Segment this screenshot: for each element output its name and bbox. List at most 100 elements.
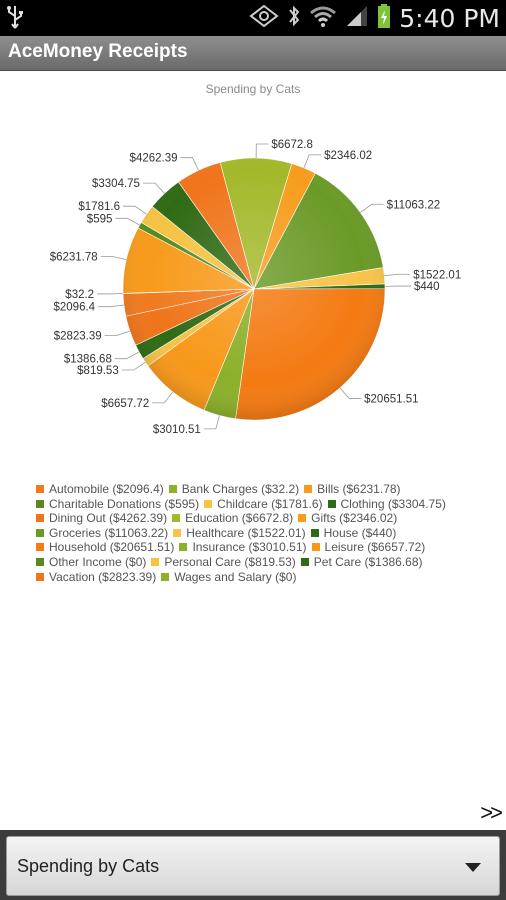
leader-line (180, 157, 199, 171)
legend-item: Healthcare ($1522.01) (173, 526, 306, 540)
legend-item: Education ($6672.8) (172, 511, 293, 525)
slice-value-label: $3304.75 (92, 178, 140, 190)
legend-swatch (298, 514, 307, 523)
legend-item: Pet Care ($1386.68) (300, 555, 423, 569)
slice-value-label: $6231.78 (50, 252, 98, 264)
legend-row: Vacation ($2823.39) Wages and Salary ($0) (36, 570, 496, 585)
legend-swatch (172, 514, 181, 523)
legend-item: Personal Care ($819.53) (151, 554, 296, 569)
leader-line (98, 304, 125, 308)
chart-title: Spending by Cats (205, 82, 301, 96)
leader-line (303, 154, 322, 169)
leader-line (255, 143, 269, 159)
legend-item: Insurance ($3010.51) (179, 540, 307, 555)
app-title: AceMoney Receipts (8, 41, 188, 62)
signal-icon (345, 4, 369, 33)
slice-value-label: $440 (414, 281, 440, 293)
wifi-icon (309, 4, 337, 33)
slice-value-label: $819.53 (77, 365, 119, 377)
pie-chart: $2096.4$32.2 $6231.78 $595$1781.6 $3304.75 $… (50, 139, 462, 436)
slice-value-label: $6672.8 (271, 139, 313, 151)
legend-row: Other Income ($0) Personal Care ($819.53)… (36, 555, 496, 570)
legend-item: Household ($20651.51) (36, 540, 174, 554)
legend-item: House ($440) (310, 525, 397, 540)
leader-line (360, 203, 384, 213)
legend-swatch (304, 485, 313, 493)
leader-line (339, 387, 362, 399)
next-page-button[interactable]: >> (480, 800, 503, 825)
legend-label: Clothing ($3304.75) (340, 496, 446, 511)
legend-swatch (151, 557, 160, 566)
legend-label: Automobile ($2096.4) (49, 482, 164, 496)
legend-item: Clothing ($3304.75) (327, 496, 446, 511)
legend-row: Automobile ($2096.4) Bank Charges ($32.2)… (36, 482, 496, 497)
legend-swatch (179, 543, 188, 552)
leader-line (142, 182, 165, 194)
slice-value-label: $1386.68 (64, 354, 112, 366)
dropdown-arrow-icon (465, 863, 481, 872)
pie-slice-household (235, 288, 386, 421)
leader-line (100, 256, 127, 261)
legend-label: Insurance ($3010.51) (192, 540, 307, 555)
legend-swatch (168, 485, 177, 493)
legend-swatch (36, 499, 44, 508)
slice-value-label: $32.2 (65, 289, 94, 301)
legend-item: Bills ($6231.78) (304, 482, 401, 496)
slice-value-label: $3010.51 (153, 424, 201, 436)
leader-line (384, 273, 411, 277)
nfc-icon (249, 4, 279, 33)
legend-label: House ($440) (323, 525, 397, 540)
slice-value-label: $20651.51 (364, 393, 418, 405)
legend-swatch (311, 543, 320, 552)
legend-label: Wages and Salary ($0) (174, 569, 297, 584)
legend-swatch (36, 543, 44, 552)
legend-label: Bank Charges ($32.2) (181, 482, 300, 496)
legend-swatch (36, 572, 44, 581)
legend-item: Wages and Salary ($0) (161, 570, 296, 584)
status-bar: 5:40 PM (0, 0, 506, 36)
slice-value-label: $4262.39 (130, 153, 178, 165)
legend-item: Gifts ($2346.02) (298, 511, 397, 525)
battery-icon (377, 3, 391, 34)
clock: 5:40 PM (399, 3, 500, 33)
bottom-bar: Spending by Cats (0, 830, 506, 900)
legend-item: Vacation ($2823.39) (36, 570, 156, 584)
leader-line (152, 391, 174, 404)
leader-line (104, 330, 131, 336)
chart-legend: Automobile ($2096.4) Bank Charges ($32.2)… (36, 482, 496, 584)
legend-label: Groceries ($11063.22) (49, 525, 169, 540)
legend-row: Groceries ($11063.22) Healthcare ($1522.0… (36, 526, 496, 541)
legend-swatch (36, 557, 44, 566)
legend-row: Charitable Donations ($595) Childcare ($1… (36, 497, 496, 512)
legend-label: Childcare ($1781.6) (217, 496, 323, 511)
legend-label: Education ($6672.8) (185, 511, 294, 526)
legend-item: Groceries ($11063.22) (36, 526, 168, 540)
usb-icon (6, 4, 24, 35)
legend-swatch (327, 499, 336, 508)
slice-value-label: $595 (87, 213, 113, 225)
legend-swatch (173, 528, 182, 537)
app-title-bar: AceMoney Receipts (0, 36, 506, 71)
legend-label: Dining Out ($4262.39) (49, 511, 168, 526)
leader-line (203, 415, 220, 430)
legend-swatch (36, 514, 44, 523)
legend-label: Other Income ($0) (49, 554, 147, 569)
slice-value-label: $2823.39 (54, 331, 102, 343)
legend-item: Automobile ($2096.4) (36, 482, 164, 496)
legend-label: Personal Care ($819.53) (164, 554, 296, 569)
legend-item: Dining Out ($4262.39) (36, 511, 167, 525)
leader-line (122, 205, 147, 215)
legend-swatch (300, 557, 309, 566)
leader-line (115, 217, 140, 226)
legend-swatch (36, 528, 44, 537)
slice-value-label: $11063.22 (387, 199, 441, 211)
legend-swatch (36, 485, 44, 493)
legend-label: Bills ($6231.78) (317, 482, 401, 496)
legend-item: Childcare ($1781.6) (204, 496, 323, 511)
legend-item: Other Income ($0) (36, 555, 146, 569)
slice-value-label: $6657.72 (101, 398, 149, 410)
leader-line (121, 361, 146, 371)
legend-label: Vacation ($2823.39) (49, 569, 157, 584)
slice-value-label: $1781.6 (78, 201, 120, 213)
report-selector-dropdown[interactable]: Spending by Cats (6, 836, 500, 896)
